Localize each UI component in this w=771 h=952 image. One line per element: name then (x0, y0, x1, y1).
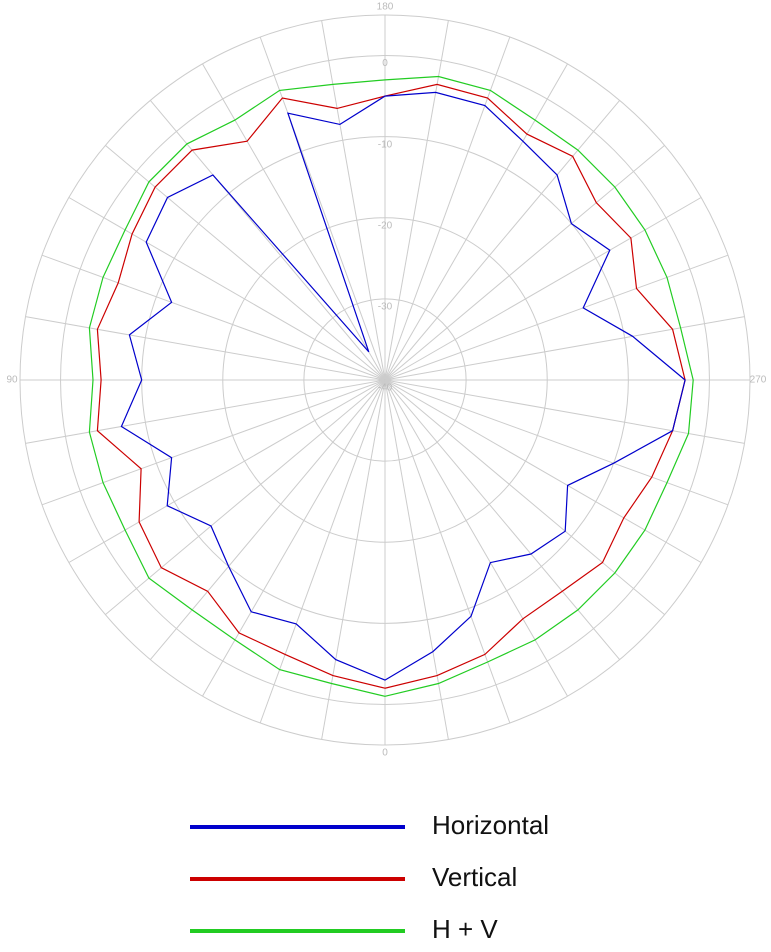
r-tick-label: -20 (378, 220, 393, 231)
grid-spoke (384, 379, 449, 740)
grid-spoke (384, 20, 449, 381)
grid-spoke (259, 36, 386, 381)
r-tick-label: -40 (378, 383, 393, 394)
grid-spoke (25, 379, 386, 444)
grid-spoke (384, 254, 729, 381)
theta-tick-label: 90 (6, 375, 18, 386)
grid-spoke (384, 379, 745, 444)
grid-spoke (149, 100, 386, 381)
grid-spoke (41, 379, 386, 506)
grid-spoke (384, 379, 702, 563)
grid-spoke (384, 379, 511, 724)
legend-label: H + V (432, 914, 498, 944)
legend-label: Horizontal (432, 810, 549, 840)
grid-spoke (321, 379, 386, 740)
grid-spoke (384, 379, 621, 660)
grid-spoke (384, 100, 621, 381)
grid-spoke (25, 316, 386, 381)
r-tick-label: -30 (378, 302, 393, 313)
theta-tick-label: 180 (377, 2, 394, 13)
grid-spoke (384, 379, 568, 697)
grid-spoke (384, 197, 702, 381)
grid-spoke (384, 379, 665, 616)
grid-spoke (105, 379, 386, 616)
theta-tick-label: 270 (750, 375, 767, 386)
series-line (88, 75, 694, 697)
grid-spoke (105, 144, 386, 381)
grid-spoke (384, 316, 745, 381)
theta-tick-label: 0 (382, 748, 388, 759)
grid-spoke (68, 379, 386, 563)
grid-spoke (202, 379, 386, 697)
grid-spoke (384, 379, 729, 506)
grid-spoke (321, 20, 386, 381)
grid-spoke (149, 379, 386, 660)
grid-spoke (68, 197, 386, 381)
grid-spoke (384, 63, 568, 381)
grid-spoke (259, 379, 386, 724)
grid-spoke (384, 36, 511, 381)
r-tick-label: 0 (382, 58, 388, 69)
grid-spoke (202, 63, 386, 381)
series-line (120, 91, 686, 681)
legend-label: Vertical (432, 862, 517, 892)
r-tick-label: -10 (378, 139, 393, 150)
grid-spoke (41, 254, 386, 381)
grid-spoke (384, 144, 665, 381)
